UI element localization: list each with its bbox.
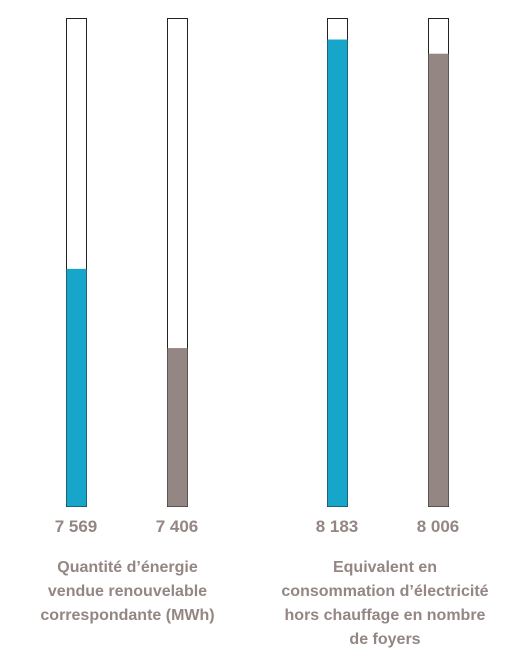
bar-value-label-1: 7 569 [54, 517, 98, 536]
bar-value-label-4: 8 006 [416, 517, 460, 536]
group-label-energy: Quantité d’énergie vendue renouvelable c… [40, 559, 215, 624]
group-label-households: Equivalent en consommation d’électricité… [281, 559, 489, 648]
bar-fill-1 [66, 268, 87, 507]
bar-value-label-2: 7 406 [155, 517, 199, 536]
bar-fill-3 [327, 39, 348, 507]
bar-fill-2 [167, 348, 188, 507]
bar-value-label-3: 8 183 [315, 517, 359, 536]
bar-fill-4 [428, 53, 449, 507]
